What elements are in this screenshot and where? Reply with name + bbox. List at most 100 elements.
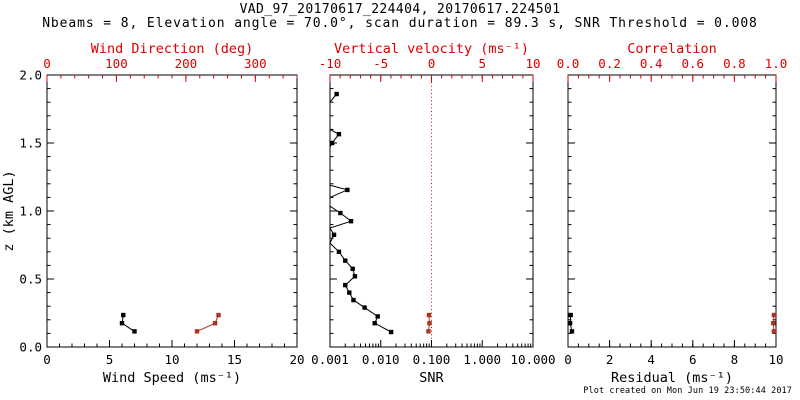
tick-label: 0 [43, 352, 51, 367]
tick-label: 0.6 [682, 56, 705, 71]
x-axis-ticks [567, 340, 777, 347]
x-axis-title: Wind Speed (ms⁻¹) [103, 370, 241, 386]
tick-label: 0.0 [557, 56, 580, 71]
tick-label: 300 [244, 56, 267, 71]
top-axis-title: Vertical velocity (ms⁻¹) [334, 41, 529, 57]
data-point-marker [334, 91, 339, 97]
creation-timestamp: Plot created on Mon Jun 19 23:50:44 2017 [583, 386, 792, 396]
data-point-marker [336, 249, 342, 254]
tick-label: 0 [564, 352, 572, 367]
data-point-marker [771, 329, 777, 334]
top-tick-labels: 0 100 200 300 [43, 56, 266, 71]
top-tick-labels: -10 -5 0 5 10 [319, 56, 541, 71]
tick-label: 0.100 [413, 352, 451, 367]
panel-wind: 0.0 0.5 1.0 1.5 2.0 z (km AGL) 0 5 10 15 20 Wind Sp… [1, 41, 305, 386]
tick-label: 0.0 [19, 340, 42, 355]
tick-label: 0.2 [598, 56, 621, 71]
top-axis-ticks [329, 75, 534, 82]
panel-snr: 0.001 0.010 0.100 1.000 10.000 SNR -10 -5 0 5 10Ve… [311, 41, 555, 386]
y-axis-ticks [47, 74, 297, 348]
data-point-marker [352, 274, 358, 279]
x-tick-labels: 0 2 4 6 8 10 [564, 352, 783, 367]
tick-label: 8 [731, 352, 739, 367]
data-point-marker [350, 266, 355, 271]
series-vertical-velocity [426, 312, 432, 334]
data-point-marker [194, 329, 200, 334]
tick-label: 1.5 [19, 136, 42, 151]
tick-label: 0.001 [311, 352, 349, 367]
data-point-marker [351, 297, 356, 303]
top-axis-title: Wind Direction (deg) [91, 41, 254, 57]
tick-label: 10 [164, 352, 179, 367]
series-correlation [771, 312, 777, 334]
data-point-marker [216, 312, 221, 318]
data-point-marker [567, 321, 573, 326]
tick-label: 2.0 [19, 68, 42, 83]
tick-label: 4 [647, 352, 655, 367]
data-point-marker [336, 131, 342, 137]
data-point-marker [568, 312, 573, 318]
data-point-marker [771, 312, 777, 318]
series-wind-direction [194, 312, 221, 334]
tick-label: 0 [43, 56, 51, 71]
data-point-marker [132, 329, 137, 334]
x-axis-title: Residual (ms⁻¹) [611, 370, 733, 386]
tick-label: 0.010 [362, 352, 400, 367]
y-axis-ticks [330, 74, 533, 348]
tick-label: 1.0 [19, 204, 42, 219]
panel-residual: 0 2 4 6 8 10 Residual (ms⁻¹) 0.0 0.2 0.4 0.6 0.8 1.0… [557, 41, 788, 386]
tick-label: 0 [428, 56, 436, 71]
data-point-marker [343, 258, 348, 263]
data-point-marker [348, 219, 354, 224]
tick-label: 1.000 [463, 352, 501, 367]
data-point-marker [338, 210, 343, 216]
data-point-marker [212, 321, 218, 326]
tick-label: 10 [525, 56, 540, 71]
data-point-marker [771, 321, 776, 326]
series-residual [567, 312, 575, 334]
x-axis-ticks [329, 340, 534, 347]
data-point-marker [343, 282, 348, 288]
data-point-marker [375, 314, 380, 319]
data-point-marker [329, 140, 335, 146]
data-point-marker [331, 232, 337, 237]
data-point-marker [121, 312, 126, 318]
tick-label: 5 [478, 56, 486, 71]
tick-label: 0.8 [723, 56, 746, 71]
tick-label: 10.000 [510, 352, 555, 367]
top-axis-ticks [567, 75, 777, 82]
tick-label: 15 [227, 352, 242, 367]
y-axis-title: z (km AGL) [1, 170, 17, 251]
top-axis-title: Correlation [627, 41, 716, 57]
x-tick-labels: 0.001 0.010 0.100 1.000 10.000 [311, 352, 555, 367]
data-point-marker [362, 305, 367, 310]
tick-label: 200 [175, 56, 198, 71]
data-point-marker [119, 321, 125, 326]
data-point-marker [569, 329, 575, 334]
plot-box [46, 74, 298, 348]
tick-label: -5 [373, 56, 388, 71]
data-point-marker [345, 187, 350, 193]
tick-label: 20 [289, 352, 304, 367]
tick-label: 2 [606, 352, 614, 367]
y-axis-ticks [568, 74, 776, 348]
tick-label: 6 [689, 352, 697, 367]
plot-box [567, 74, 777, 348]
tick-label: 0.4 [640, 56, 663, 71]
tick-label: 10 [768, 352, 783, 367]
data-point-marker [372, 321, 377, 326]
x-axis-ticks [46, 340, 298, 347]
x-tick-labels: 0 5 10 15 20 [43, 352, 304, 367]
x-axis-title: SNR [419, 370, 444, 386]
data-point-marker [427, 321, 432, 326]
top-axis-ticks [46, 75, 298, 82]
top-tick-labels: 0.0 0.2 0.4 0.6 0.8 1.0 [557, 56, 788, 71]
tick-label: 5 [106, 352, 114, 367]
data-point-marker [347, 290, 352, 295]
data-point-marker [426, 312, 432, 318]
plot-subtitle: Nbeams = 8, Elevation angle = 70.0°, sca… [42, 16, 758, 31]
plot-title: VAD_97_20170617_224404, 20170617.224501 [239, 2, 561, 17]
data-point-marker [388, 329, 394, 335]
